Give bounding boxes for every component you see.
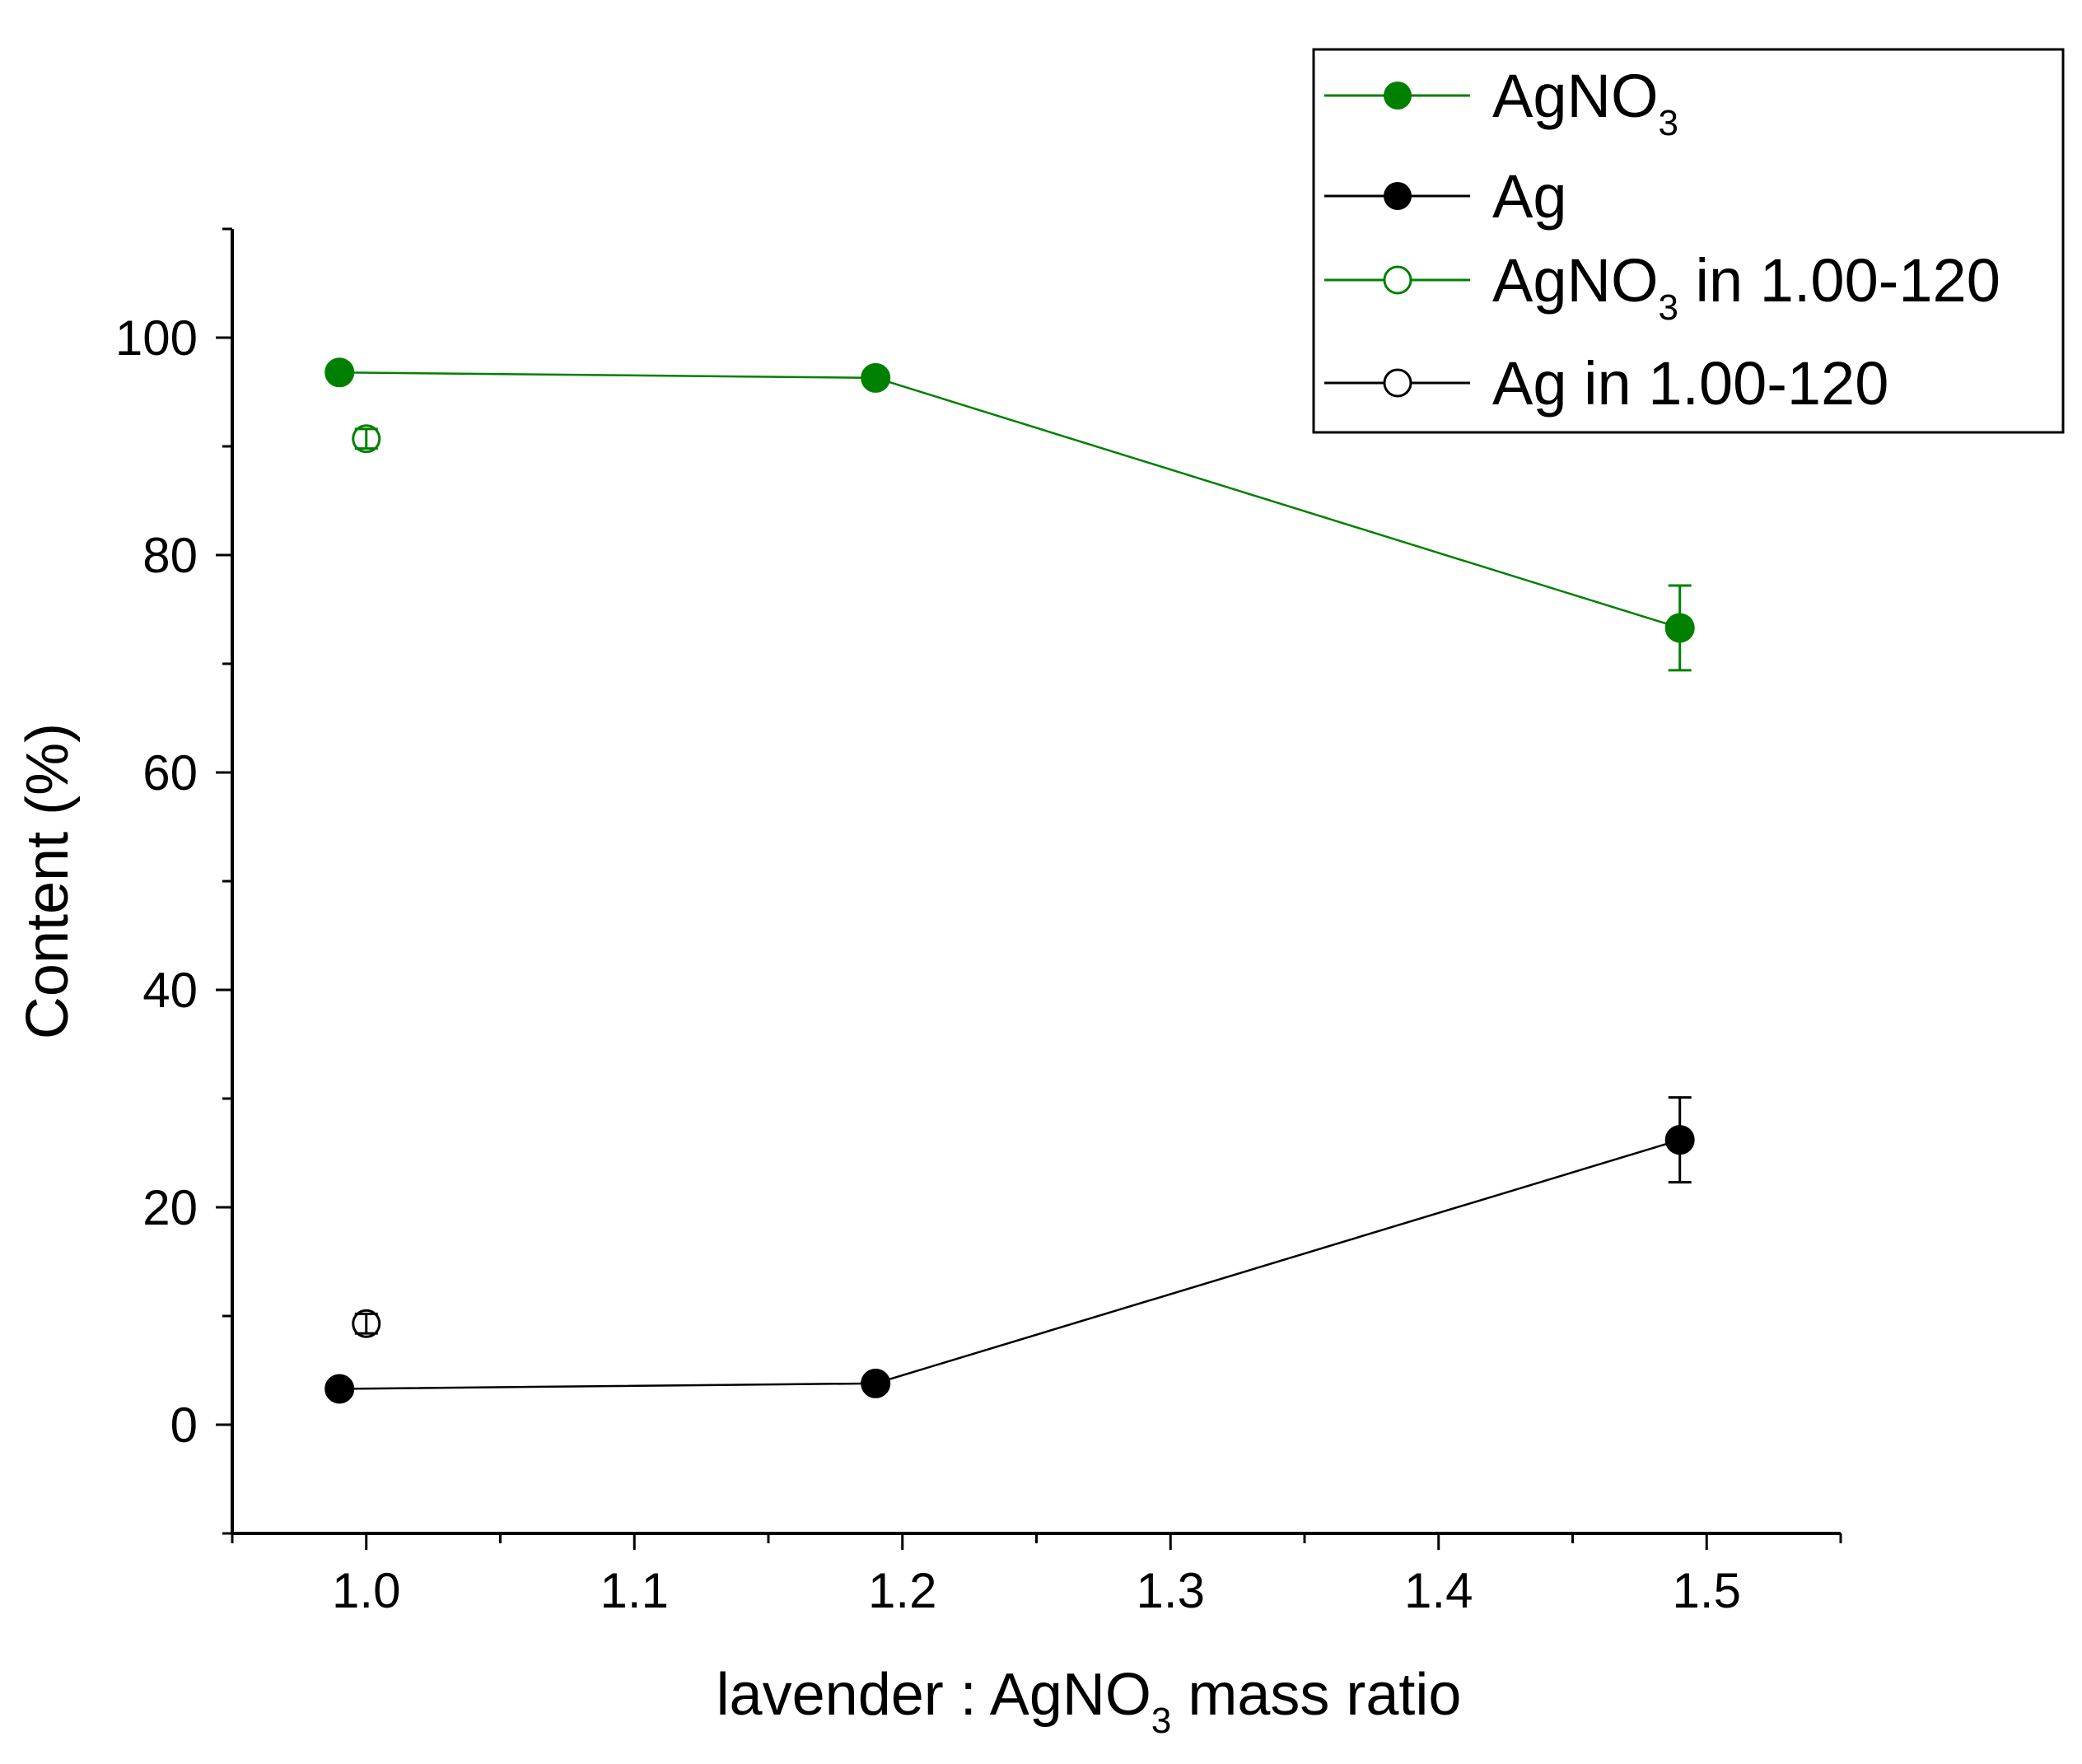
y-axis-title: Content (%) [15,723,81,1039]
data-point [861,1368,891,1398]
data-point [1664,613,1695,643]
legend-marker [1384,182,1412,210]
series-line [339,1138,1681,1390]
legend-label: AgNO3 in 1.00-120 [1492,246,2000,328]
legend-marker [1383,265,1412,295]
x-tick-label: 1.4 [1404,1563,1473,1618]
legend-label: Ag in 1.00-120 [1492,349,1888,418]
x-tick-label: 1.1 [600,1563,669,1618]
axes: 0 20 40 60 80 100 1.0 1.1 1.2 1.3 1.4 1.5 lavender :… [15,227,1842,1741]
legend-entry-ag-120: Ag in 1.00-120 [1324,349,1888,418]
series-agno3-120 [352,424,381,454]
y-tick-label: 0 [170,1398,198,1453]
legend-marker [1384,82,1412,110]
legend-entry-ag: Ag [1324,162,1567,231]
x-tick-label: 1.2 [868,1563,936,1618]
y-tick-label: 100 [115,310,198,366]
y-tick-label: 20 [142,1180,198,1235]
data-point [324,1374,355,1404]
legend-marker [1383,368,1412,398]
data-point [1664,1125,1695,1155]
plot-area [324,357,1695,1404]
legend-entry-agno3-120: AgNO3 in 1.00-120 [1324,246,2000,328]
legend: AgNO3 Ag AgNO3 in 1.00-120 Ag in 1.00-120 [1312,48,2065,434]
series-ag-120 [352,1309,381,1338]
data-point [324,357,355,388]
series-agno3 [324,357,1695,672]
legend-label: AgNO3 [1492,62,1678,143]
data-point [861,362,891,393]
y-tick-label: 80 [142,528,198,583]
data-point [352,1309,381,1338]
legend-label: Ag [1492,162,1567,231]
legend-box [1312,48,2065,434]
y-tick-label: 60 [142,745,198,800]
x-tick-label: 1.3 [1137,1563,1205,1618]
x-tick-label: 1.5 [1673,1563,1741,1618]
x-tick-label: 1.0 [332,1563,400,1618]
series-ag [324,1096,1695,1404]
x-axis-title: lavender : AgNO3 mass ratio [717,1662,1462,1741]
data-point [352,424,381,454]
y-tick-label: 40 [142,963,198,1018]
legend-entry-agno3: AgNO3 [1324,62,1678,143]
